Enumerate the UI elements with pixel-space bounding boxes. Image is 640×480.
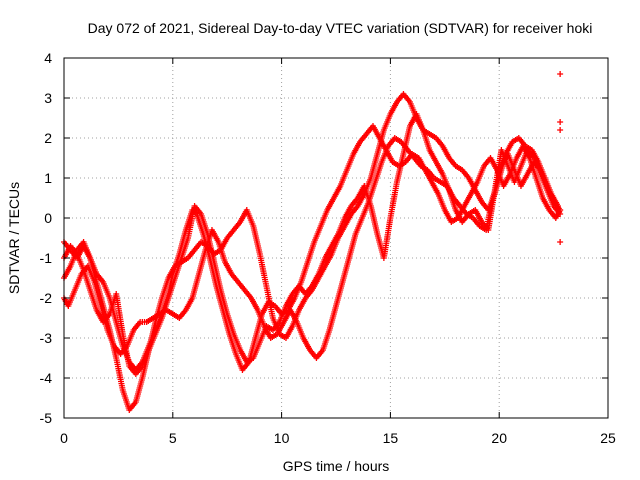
series-track-1 bbox=[61, 123, 564, 373]
y-tick-label: -2 bbox=[40, 290, 53, 306]
y-axis: -5 -4 -3 -2 -1 0 1 2 3 4 bbox=[40, 50, 608, 426]
data-point bbox=[557, 119, 564, 125]
x-tick-label: 25 bbox=[600, 430, 616, 446]
series-track-4 bbox=[61, 111, 564, 377]
y-tick-label: -3 bbox=[40, 330, 53, 346]
data-point bbox=[557, 239, 564, 245]
x-axis-label: GPS time / hours bbox=[283, 458, 390, 474]
x-axis: 0 5 10 15 20 25 bbox=[60, 58, 616, 446]
y-tick-label: 0 bbox=[44, 210, 52, 226]
x-tick-label: 20 bbox=[491, 430, 507, 446]
y-tick-label: 1 bbox=[44, 170, 52, 186]
series-outliers bbox=[557, 71, 564, 245]
x-tick-label: 0 bbox=[60, 430, 68, 446]
chart-title: Day 072 of 2021, Sidereal Day-to-day VTE… bbox=[88, 20, 593, 36]
y-axis-label: SDTVAR / TECUs bbox=[6, 182, 22, 294]
y-tick-label: 3 bbox=[44, 90, 52, 106]
x-tick-label: 5 bbox=[169, 430, 177, 446]
y-tick-label: -5 bbox=[40, 410, 53, 426]
x-tick-label: 10 bbox=[274, 430, 290, 446]
y-tick-label: -1 bbox=[40, 250, 53, 266]
data-points bbox=[61, 71, 564, 413]
y-tick-label: 2 bbox=[44, 130, 52, 146]
y-tick-label: 4 bbox=[44, 50, 52, 66]
data-point bbox=[557, 127, 564, 133]
plot-area-frame bbox=[63, 57, 609, 419]
data-point bbox=[557, 71, 564, 77]
x-tick-label: 15 bbox=[383, 430, 399, 446]
data-point bbox=[557, 211, 564, 217]
y-tick-label: -4 bbox=[40, 370, 53, 386]
